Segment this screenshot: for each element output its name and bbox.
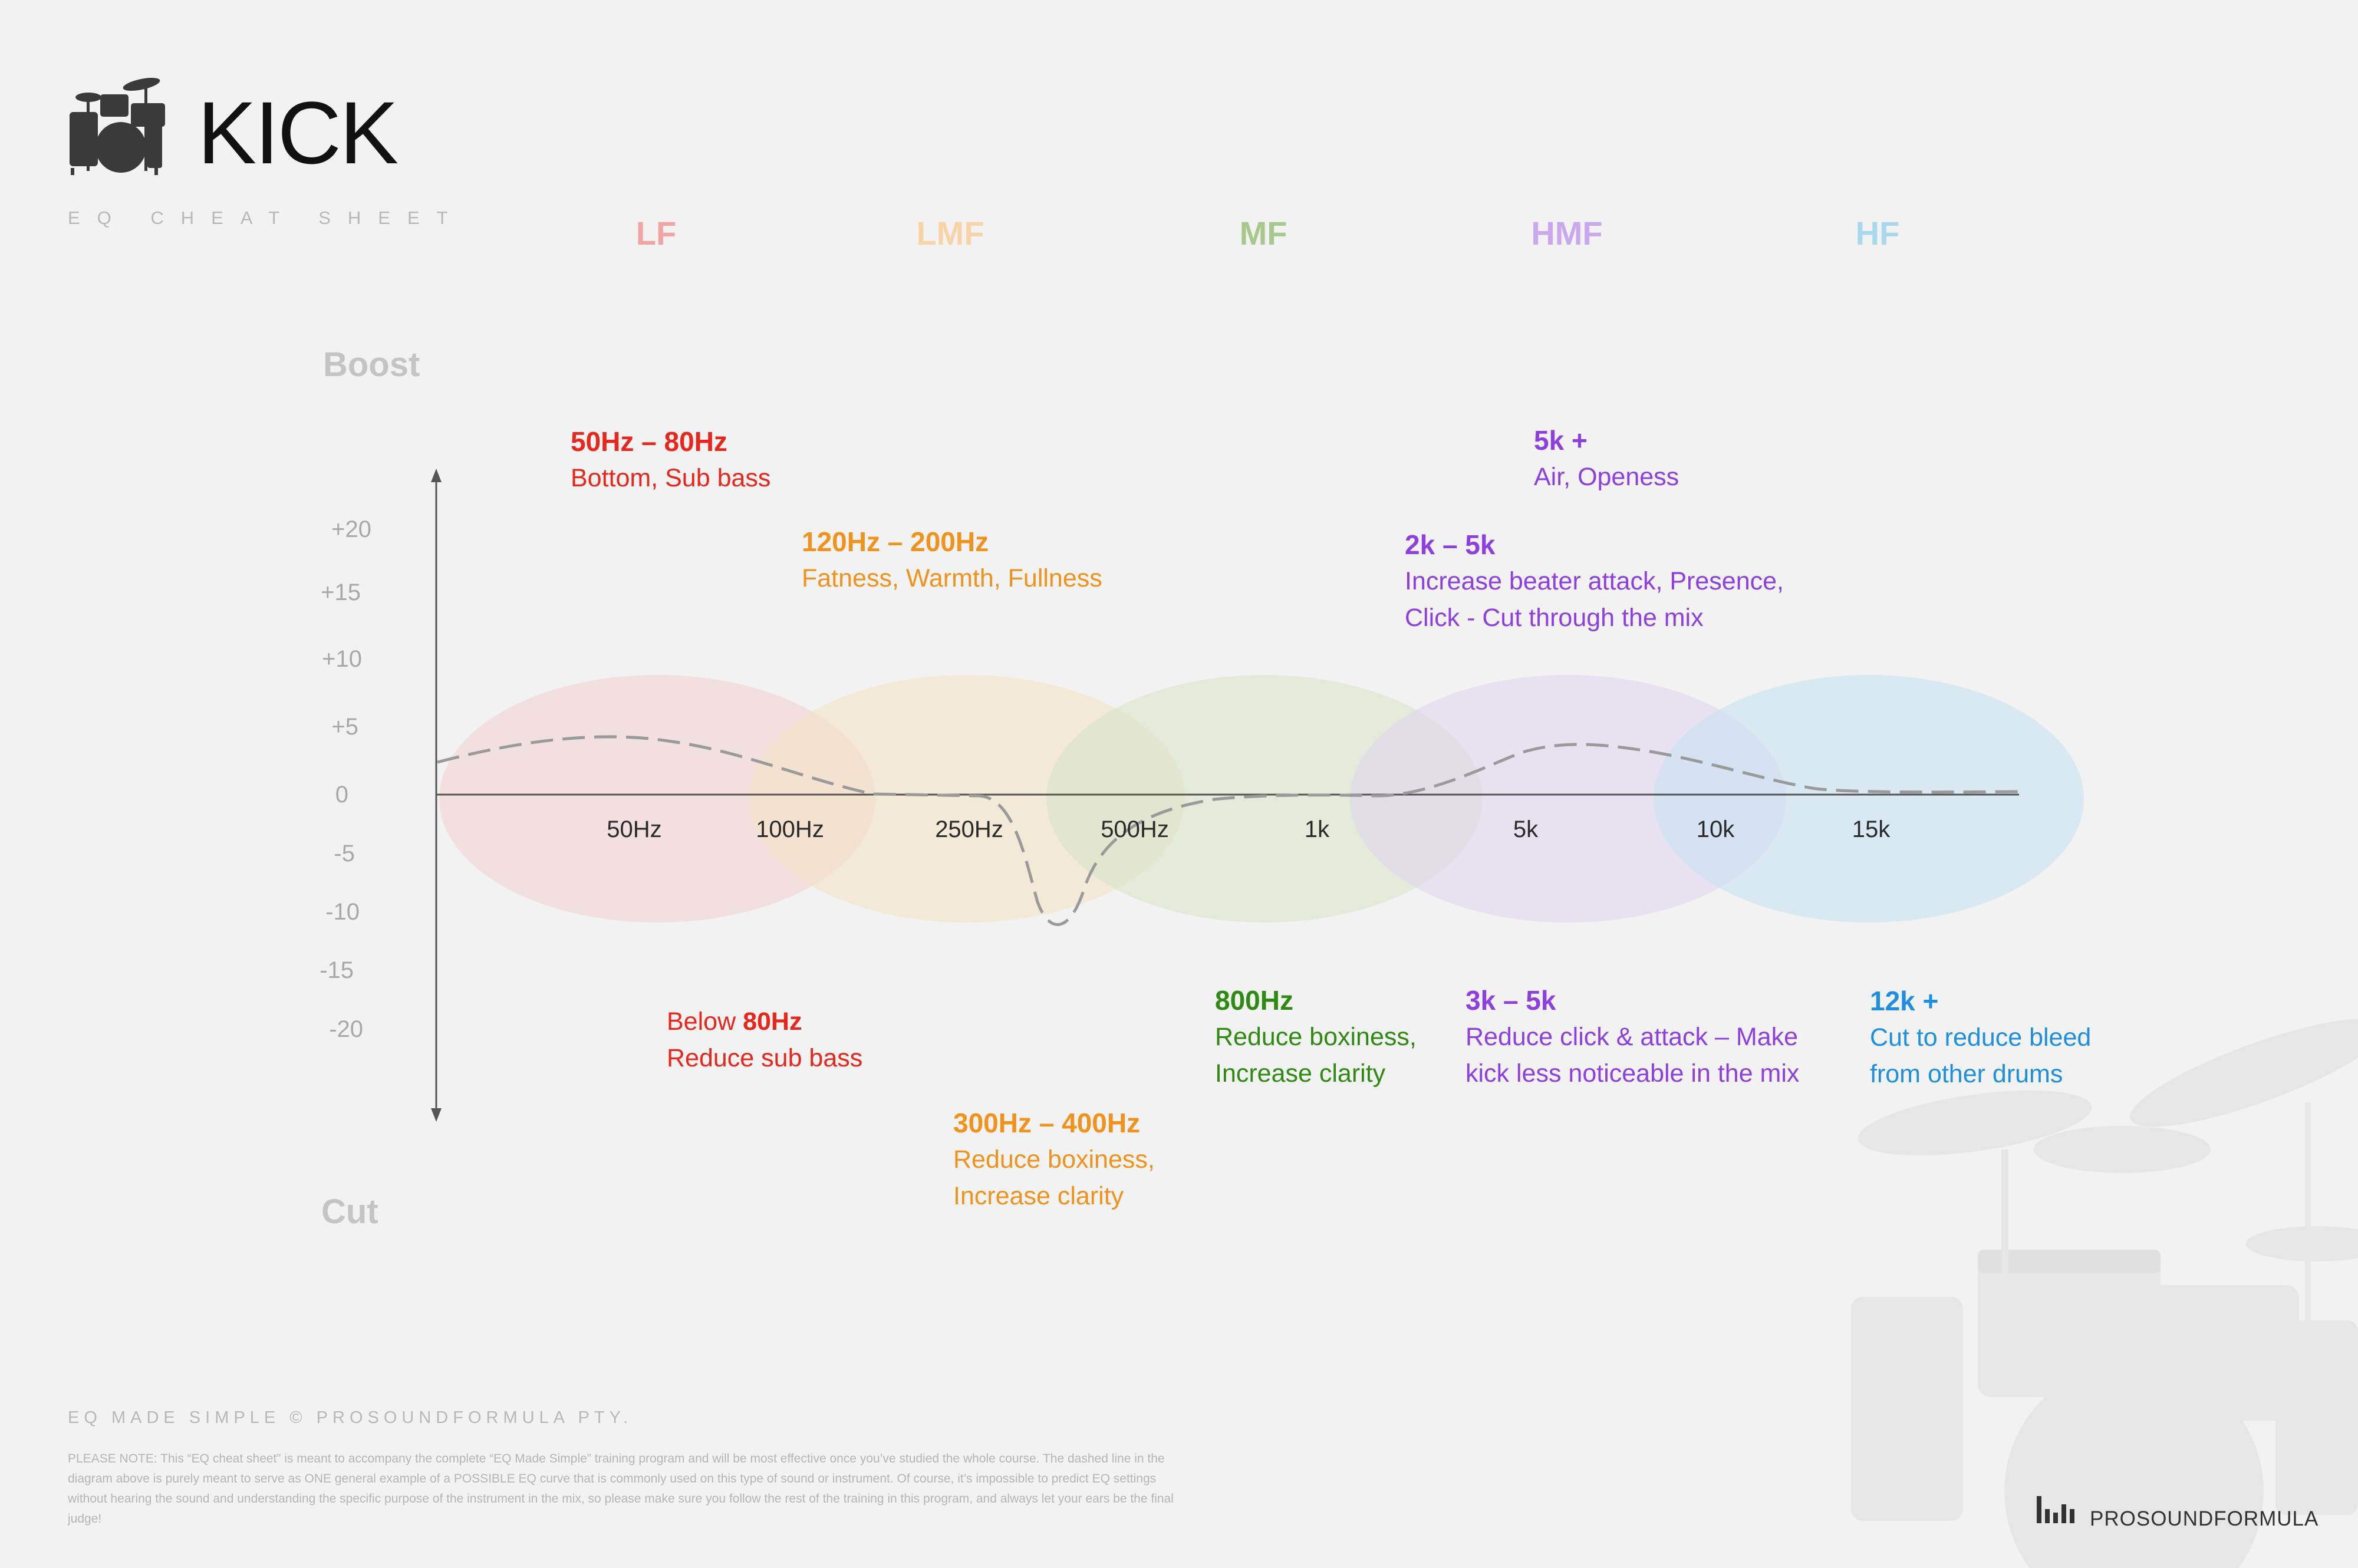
zone-mf <box>1046 675 1483 923</box>
y-tick: -20 <box>329 1016 363 1042</box>
band-label-hmf: HMF <box>1531 215 1603 252</box>
brand-name: PROSOUNDFORMULA <box>2090 1507 2319 1530</box>
y-tick: -15 <box>320 957 354 983</box>
note-air-boost: 5k + Air, Openess <box>1534 422 1679 495</box>
x-tick: 500Hz <box>1101 816 1169 842</box>
band-label-hf: HF <box>1855 215 1900 252</box>
x-tick: 1k <box>1304 816 1330 842</box>
note-text: Increase clarity <box>953 1182 1124 1210</box>
y-tick: +5 <box>331 714 358 740</box>
note-heading: 2k – 5k <box>1405 529 1496 560</box>
y-tick: +10 <box>322 646 362 672</box>
note-heading: 120Hz – 200Hz <box>802 526 989 557</box>
note-heading: 5k + <box>1534 425 1588 456</box>
note-text: kick less noticeable in the mix <box>1465 1059 1800 1088</box>
x-tick: 10k <box>1696 816 1735 842</box>
band-label-lf: LF <box>635 215 677 252</box>
y-axis-arrow-down <box>431 1108 442 1122</box>
zone-hf <box>1654 675 2084 923</box>
zone-lf <box>439 675 875 923</box>
page-subtitle: EQ CHEAT SHEET <box>68 207 465 228</box>
band-label-mf: MF <box>1239 215 1287 252</box>
note-lf-boost: 50Hz – 80Hz Bottom, Sub bass <box>571 423 770 496</box>
x-tick: 100Hz <box>756 816 824 842</box>
note-lmf-cut: 300Hz – 400Hz Reduce boxiness, Increase … <box>953 1105 1155 1214</box>
footer-copyright: EQ MADE SIMPLE © PROSOUNDFORMULA PTY. <box>68 1408 633 1427</box>
note-heading: 3k – 5k <box>1465 985 1556 1016</box>
note-text: Click - Cut through the mix <box>1405 604 1704 632</box>
note-text: Air, Openess <box>1534 463 1679 491</box>
eq-curve <box>437 735 2020 926</box>
x-tick: 5k <box>1513 816 1539 842</box>
zone-hmf <box>1350 675 1786 923</box>
cut-label: Cut <box>321 1193 378 1231</box>
boost-label: Boost <box>323 345 420 384</box>
y-axis-arrow-up <box>431 469 442 482</box>
note-text: Cut to reduce bleed <box>1870 1023 2092 1052</box>
note-mf-cut: 800Hz Reduce boxiness, Increase clarity <box>1215 982 1417 1092</box>
note-hmf-boost: 2k – 5k Increase beater attack, Presence… <box>1405 526 1784 636</box>
note-text: Bottom, Sub bass <box>571 464 771 492</box>
note-text: Increase clarity <box>1215 1059 1386 1088</box>
note-heading: 300Hz – 400Hz <box>953 1108 1141 1138</box>
note-text: Fatness, Warmth, Fullness <box>802 564 1102 592</box>
note-prefix: Below <box>667 1007 743 1036</box>
x-tick: 50Hz <box>607 816 662 842</box>
note-text: Reduce boxiness, <box>953 1145 1155 1174</box>
note-heading: 50Hz – 80Hz <box>571 426 727 457</box>
y-tick: -5 <box>334 841 355 867</box>
note-lf-cut: Below 80Hz Reduce sub bass <box>667 1003 862 1076</box>
note-heading: 80Hz <box>743 1007 802 1036</box>
x-tick: 15k <box>1852 816 1891 842</box>
note-hmf-cut: 3k – 5k Reduce click & attack – Make kic… <box>1465 982 1799 1092</box>
page-title: KICK <box>197 83 399 182</box>
note-text: Increase beater attack, Presence, <box>1405 567 1784 595</box>
note-heading: 12k + <box>1870 986 1939 1016</box>
footer-disclaimer: PLEASE NOTE: This “EQ cheat sheet” is me… <box>68 1452 1174 1526</box>
note-hf-cut: 12k + Cut to reduce bleed from other dru… <box>1870 983 2091 1092</box>
note-text: Reduce click & attack – Make <box>1465 1023 1799 1051</box>
y-tick: +20 <box>331 516 371 542</box>
note-text: Reduce boxiness, <box>1215 1023 1417 1051</box>
y-tick: -10 <box>325 899 360 925</box>
note-text: from other drums <box>1870 1060 2063 1088</box>
band-label-lmf: LMF <box>916 215 984 252</box>
x-tick: 250Hz <box>935 816 1003 842</box>
y-tick: +15 <box>321 579 361 605</box>
note-lmf-boost: 120Hz – 200Hz Fatness, Warmth, Fullness <box>802 523 1102 597</box>
note-heading: 800Hz <box>1215 985 1293 1016</box>
note-text: Reduce sub bass <box>667 1044 863 1072</box>
y-tick: 0 <box>335 782 348 808</box>
